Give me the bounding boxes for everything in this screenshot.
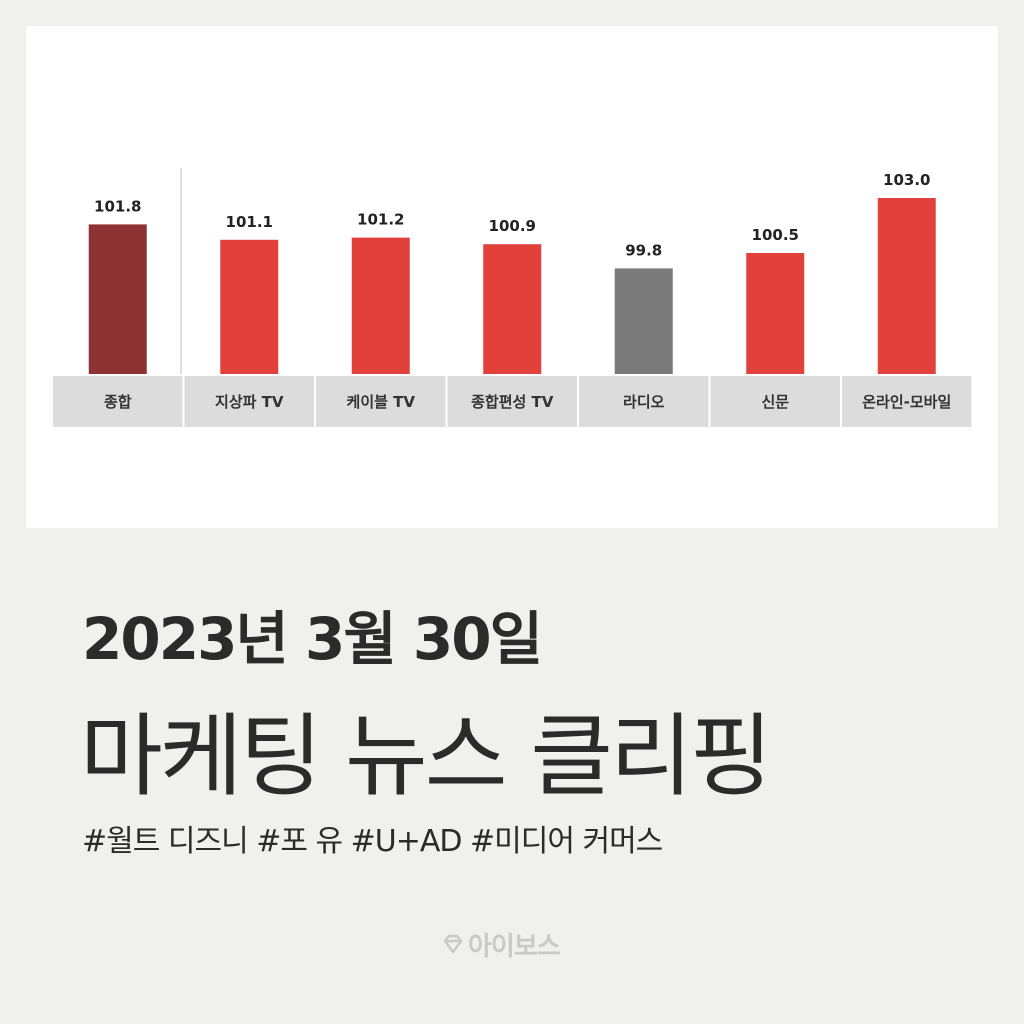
headline-date: 2023년 3월 30일 (82, 605, 543, 673)
bar (88, 224, 147, 374)
data-label: 99.8 (625, 241, 662, 259)
data-label: 100.5 (752, 226, 799, 244)
category-label: 종합편성 TV (471, 393, 554, 411)
bar (746, 253, 805, 374)
category-cell (842, 376, 972, 427)
bar (877, 198, 936, 374)
category-label: 신문 (761, 393, 789, 411)
category-cell (579, 376, 709, 427)
bar (614, 268, 673, 374)
hashtags: #월트 디즈니 #포 유 #U+AD #미디어 커머스 (82, 824, 663, 859)
category-label: 케이블 TV (347, 393, 416, 411)
category-label: 지상파 TV (215, 393, 284, 411)
diamond-logo-icon (443, 934, 463, 954)
bar (483, 244, 542, 374)
category-cell (316, 376, 446, 427)
category-label: 라디오 (623, 393, 665, 411)
bar-chart: 101.8 종합 101.1 지상파 TV 101.2 케이블 TV 100.9 종합편성 T… (53, 168, 972, 427)
brand-logo: 아이보스 (442, 926, 561, 962)
bar (351, 237, 410, 374)
chart-card: 101.8 종합 101.1 지상파 TV 101.2 케이블 TV 100.9 종합편성 T… (26, 26, 998, 528)
category-cell (53, 376, 183, 427)
bar (220, 239, 279, 374)
data-label: 100.9 (489, 217, 536, 235)
data-label: 101.2 (357, 211, 404, 229)
category-cell (184, 376, 314, 427)
data-label: 101.1 (226, 213, 273, 231)
category-label: 종합 (104, 393, 132, 411)
category-cell (447, 376, 577, 427)
brand-logo-text: 아이보스 (468, 931, 561, 962)
category-label: 온라인-모바일 (862, 393, 951, 411)
page-title: 마케팅 뉴스 클리핑 (80, 704, 773, 809)
data-label: 103.0 (883, 171, 930, 189)
category-cell (710, 376, 840, 427)
data-label: 101.8 (94, 197, 141, 215)
